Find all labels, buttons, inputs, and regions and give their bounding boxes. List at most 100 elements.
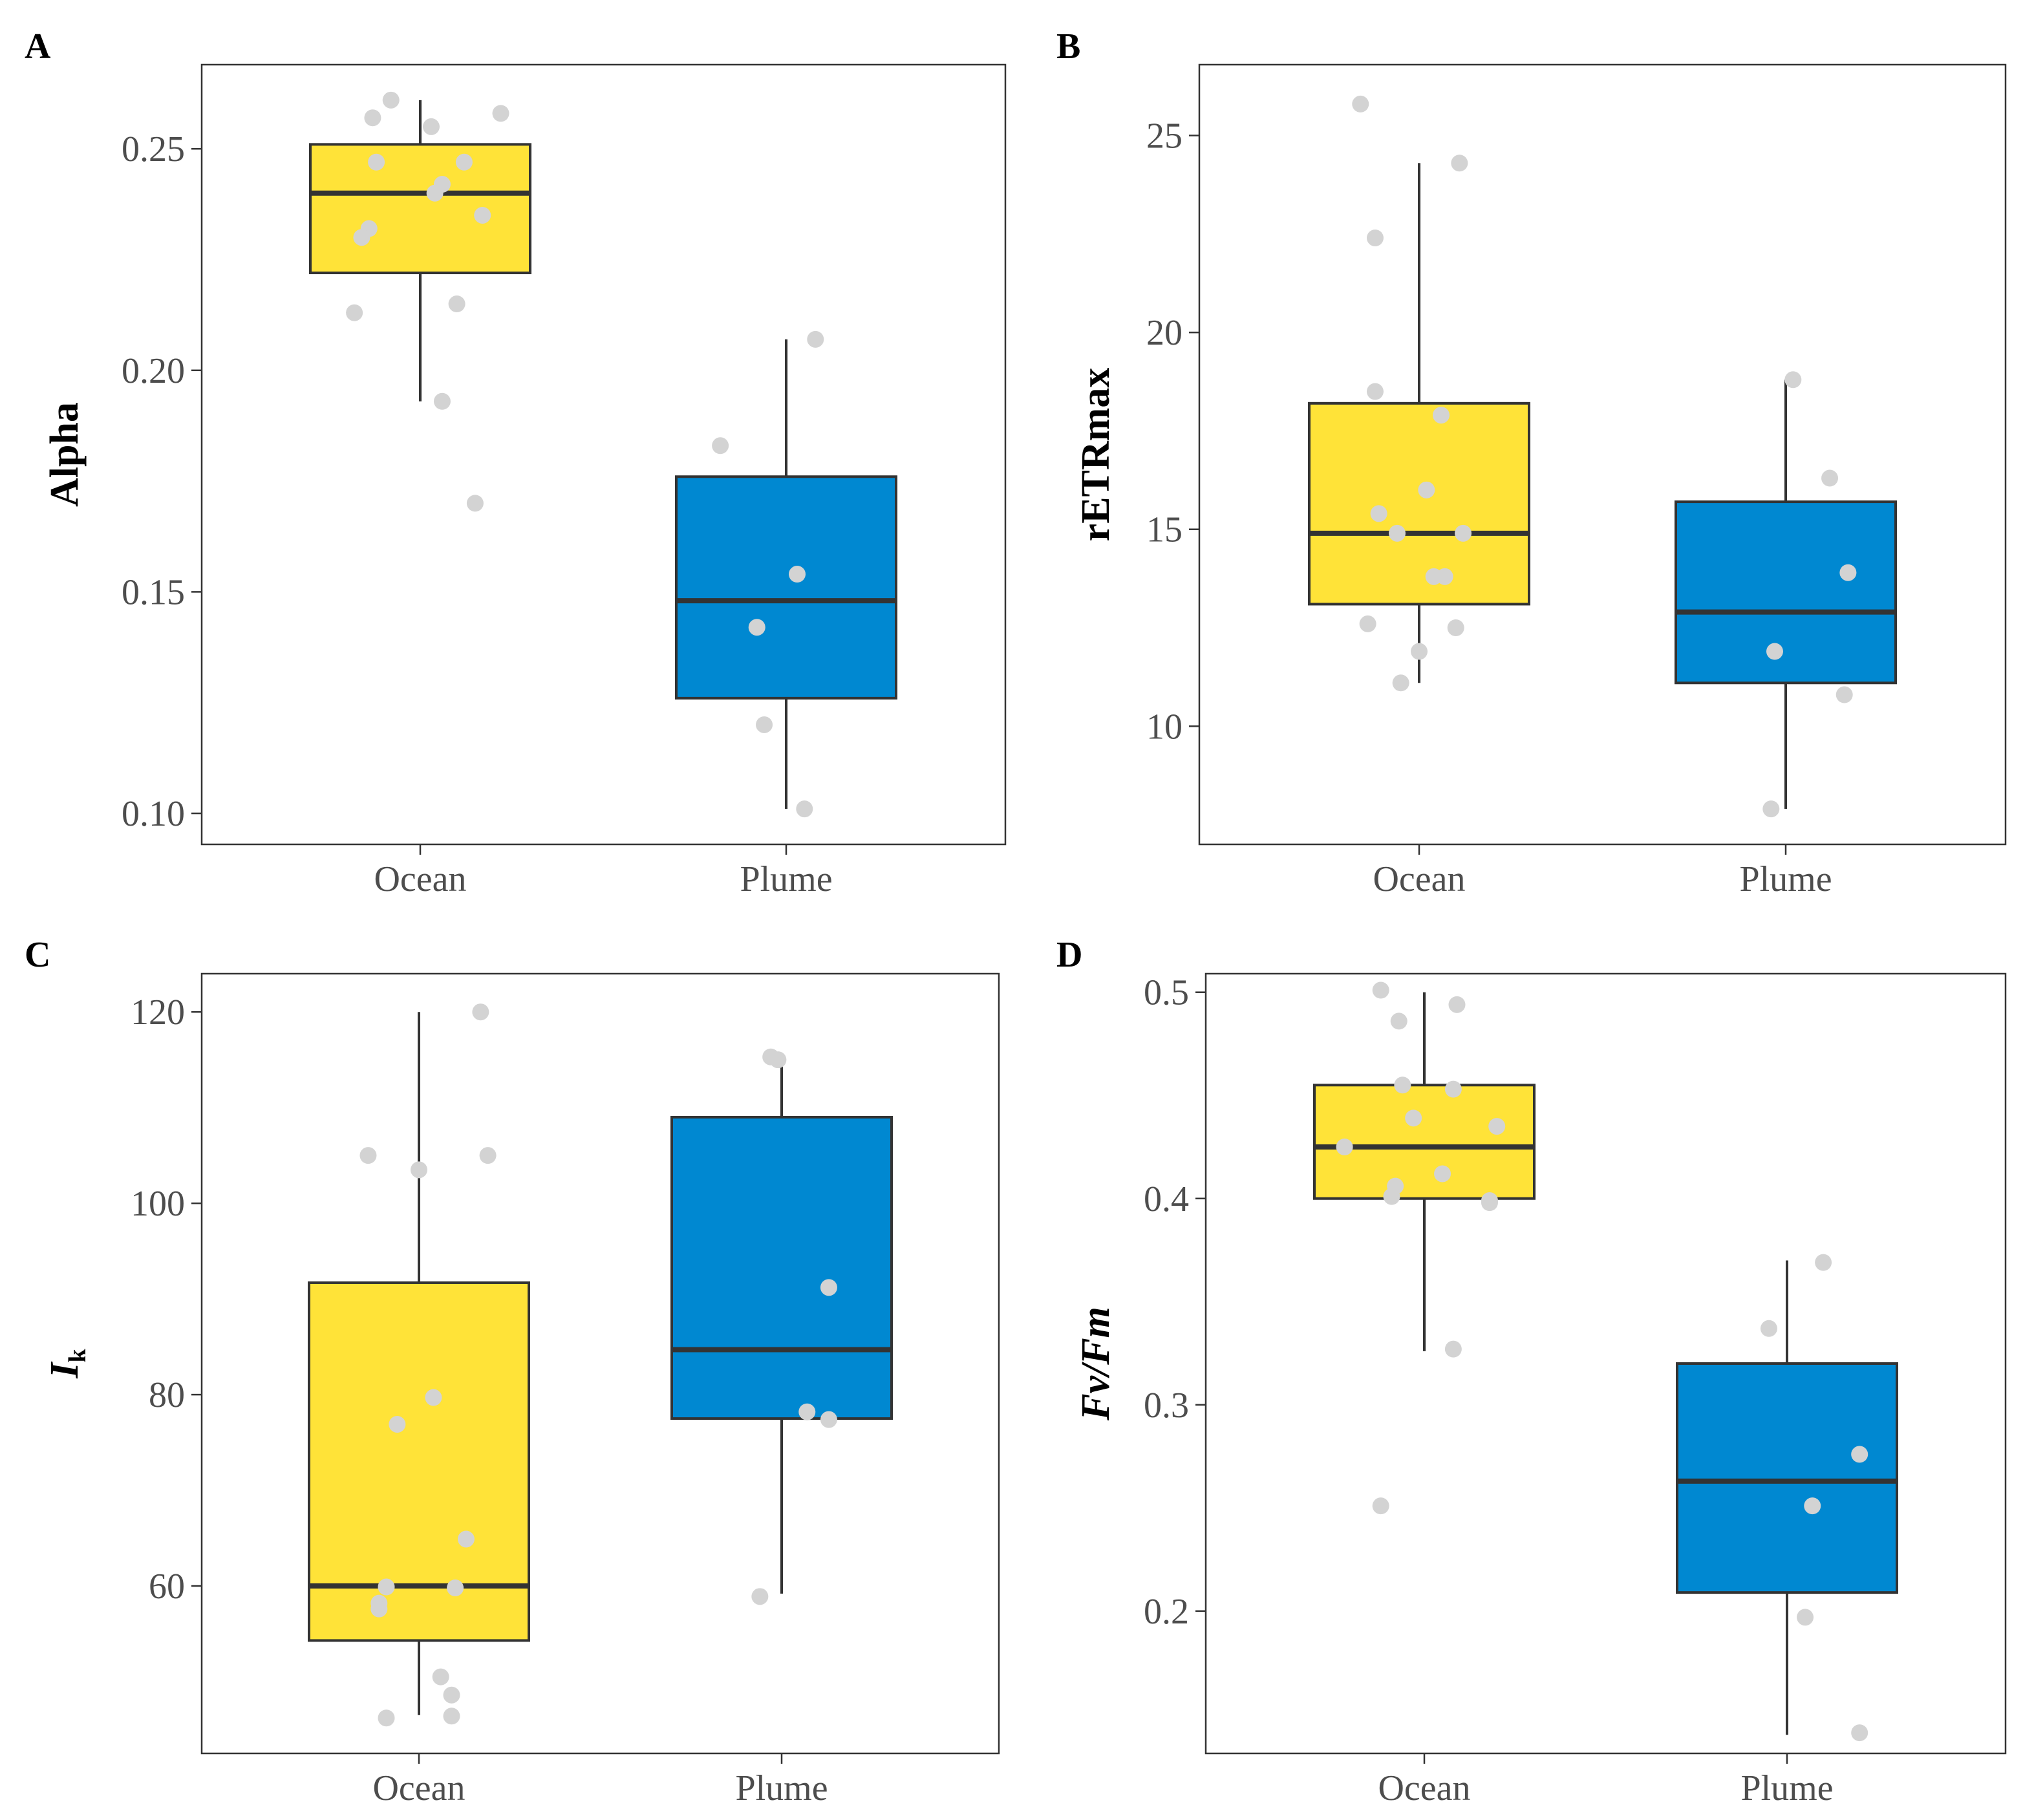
data-point	[798, 1403, 816, 1420]
jitter-points	[359, 1003, 837, 1727]
data-point	[796, 800, 813, 818]
box-iqr	[1313, 1084, 1536, 1200]
data-point	[1352, 95, 1369, 112]
data-point	[359, 1147, 377, 1164]
box-ocean	[308, 1012, 530, 1715]
panel-letter: A	[25, 27, 51, 67]
y-tick-label: 100	[131, 1184, 185, 1224]
y-axis-title: Ik	[43, 1349, 91, 1379]
y-tick-label: 0.15	[122, 572, 185, 612]
data-point	[1444, 1080, 1462, 1098]
x-tick-label: Plume	[1739, 859, 1832, 899]
data-point	[353, 229, 370, 246]
data-point	[1372, 1497, 1389, 1515]
data-point	[1394, 1076, 1411, 1094]
y-tick-label: 120	[131, 992, 185, 1033]
data-point	[1797, 1609, 1814, 1626]
data-point	[751, 1588, 769, 1605]
y-axis-title: Alpha	[43, 402, 87, 507]
data-point	[1488, 1118, 1506, 1135]
x-tick-label: Plume	[735, 1768, 828, 1808]
panel-b: B 10 15 20 25 Ocean Plume rETRmax	[1056, 27, 2007, 899]
data-point	[1766, 643, 1783, 660]
panel-c: C 60 80 100 120 Ocean Plume Ik	[25, 935, 1000, 1808]
data-point	[1836, 686, 1853, 703]
y-tick-label: 0.10	[122, 794, 185, 834]
data-point	[1359, 615, 1376, 632]
box-iqr	[670, 1115, 893, 1420]
data-point	[756, 716, 773, 733]
y-tick-label: 10	[1146, 707, 1183, 747]
y-tick-label: 0.20	[122, 351, 185, 391]
x-tick-label: Ocean	[1378, 1768, 1470, 1808]
data-point	[474, 206, 491, 224]
y-tick-label: 0.5	[1144, 973, 1189, 1013]
data-point	[1762, 800, 1780, 818]
y-tick-label: 0.3	[1144, 1386, 1189, 1426]
data-point	[1418, 481, 1435, 498]
data-point	[346, 304, 363, 321]
data-point	[1390, 1012, 1408, 1030]
data-point	[1784, 371, 1802, 389]
data-point	[389, 1415, 406, 1433]
box-plume	[1675, 380, 1897, 809]
box-iqr	[1676, 1362, 1898, 1594]
data-point	[422, 118, 440, 135]
data-point	[1392, 674, 1409, 692]
y-tick-label: 0.25	[122, 129, 185, 169]
x-tick-label: Plume	[740, 859, 832, 899]
box-iqr	[1308, 401, 1530, 606]
data-point	[432, 1668, 449, 1686]
y-axis-title: Fv/Fm	[1074, 1307, 1118, 1421]
y-tick-label: 0.2	[1144, 1592, 1189, 1632]
box-plume	[675, 339, 897, 809]
panel-d: D 0.2 0.3 0.4 0.5 Ocean Plume Fv/Fm	[1056, 935, 2007, 1808]
y-tick-label: 80	[149, 1375, 185, 1415]
data-point	[1388, 524, 1406, 542]
data-point	[443, 1708, 460, 1725]
data-point	[368, 153, 385, 171]
x-tick-label: Ocean	[372, 1768, 465, 1808]
box-iqr	[309, 143, 531, 275]
data-point	[1436, 568, 1453, 585]
data-point	[1434, 1165, 1451, 1183]
box-iqr	[1675, 500, 1897, 685]
data-point	[466, 495, 484, 512]
data-point	[1451, 155, 1468, 172]
y-tick-label: 60	[149, 1567, 185, 1607]
box-ocean	[309, 100, 531, 401]
data-point	[426, 184, 444, 202]
y-axis-title: rETRmax	[1074, 368, 1118, 542]
data-point	[411, 1161, 427, 1179]
data-point	[1433, 407, 1450, 424]
data-point	[492, 105, 509, 122]
y-tick-label: 25	[1146, 116, 1183, 156]
data-point	[1815, 1254, 1832, 1271]
data-point	[1760, 1320, 1777, 1337]
data-point	[1370, 505, 1387, 522]
y-tick-label: 20	[1146, 313, 1183, 353]
data-point	[425, 1389, 442, 1406]
data-point	[443, 1686, 460, 1704]
data-point	[1336, 1139, 1353, 1155]
data-point	[1804, 1497, 1821, 1515]
data-point	[1405, 1109, 1422, 1127]
data-point	[807, 330, 824, 348]
data-point	[769, 1051, 787, 1069]
jitter-points	[346, 91, 824, 818]
data-point	[1411, 643, 1428, 660]
box-iqr	[308, 1281, 530, 1642]
x-tick-label: Ocean	[374, 859, 466, 899]
data-point	[1444, 1340, 1462, 1358]
jitter-points	[1336, 981, 1868, 1742]
box-ocean	[1308, 163, 1530, 683]
x-tick-label: Ocean	[1373, 859, 1465, 899]
data-point	[1447, 619, 1464, 636]
data-point	[472, 1003, 489, 1021]
data-point	[1366, 383, 1384, 400]
jitter-points	[1352, 95, 1857, 818]
data-point	[1366, 230, 1384, 246]
data-point	[447, 1579, 464, 1597]
data-point	[1481, 1194, 1498, 1212]
